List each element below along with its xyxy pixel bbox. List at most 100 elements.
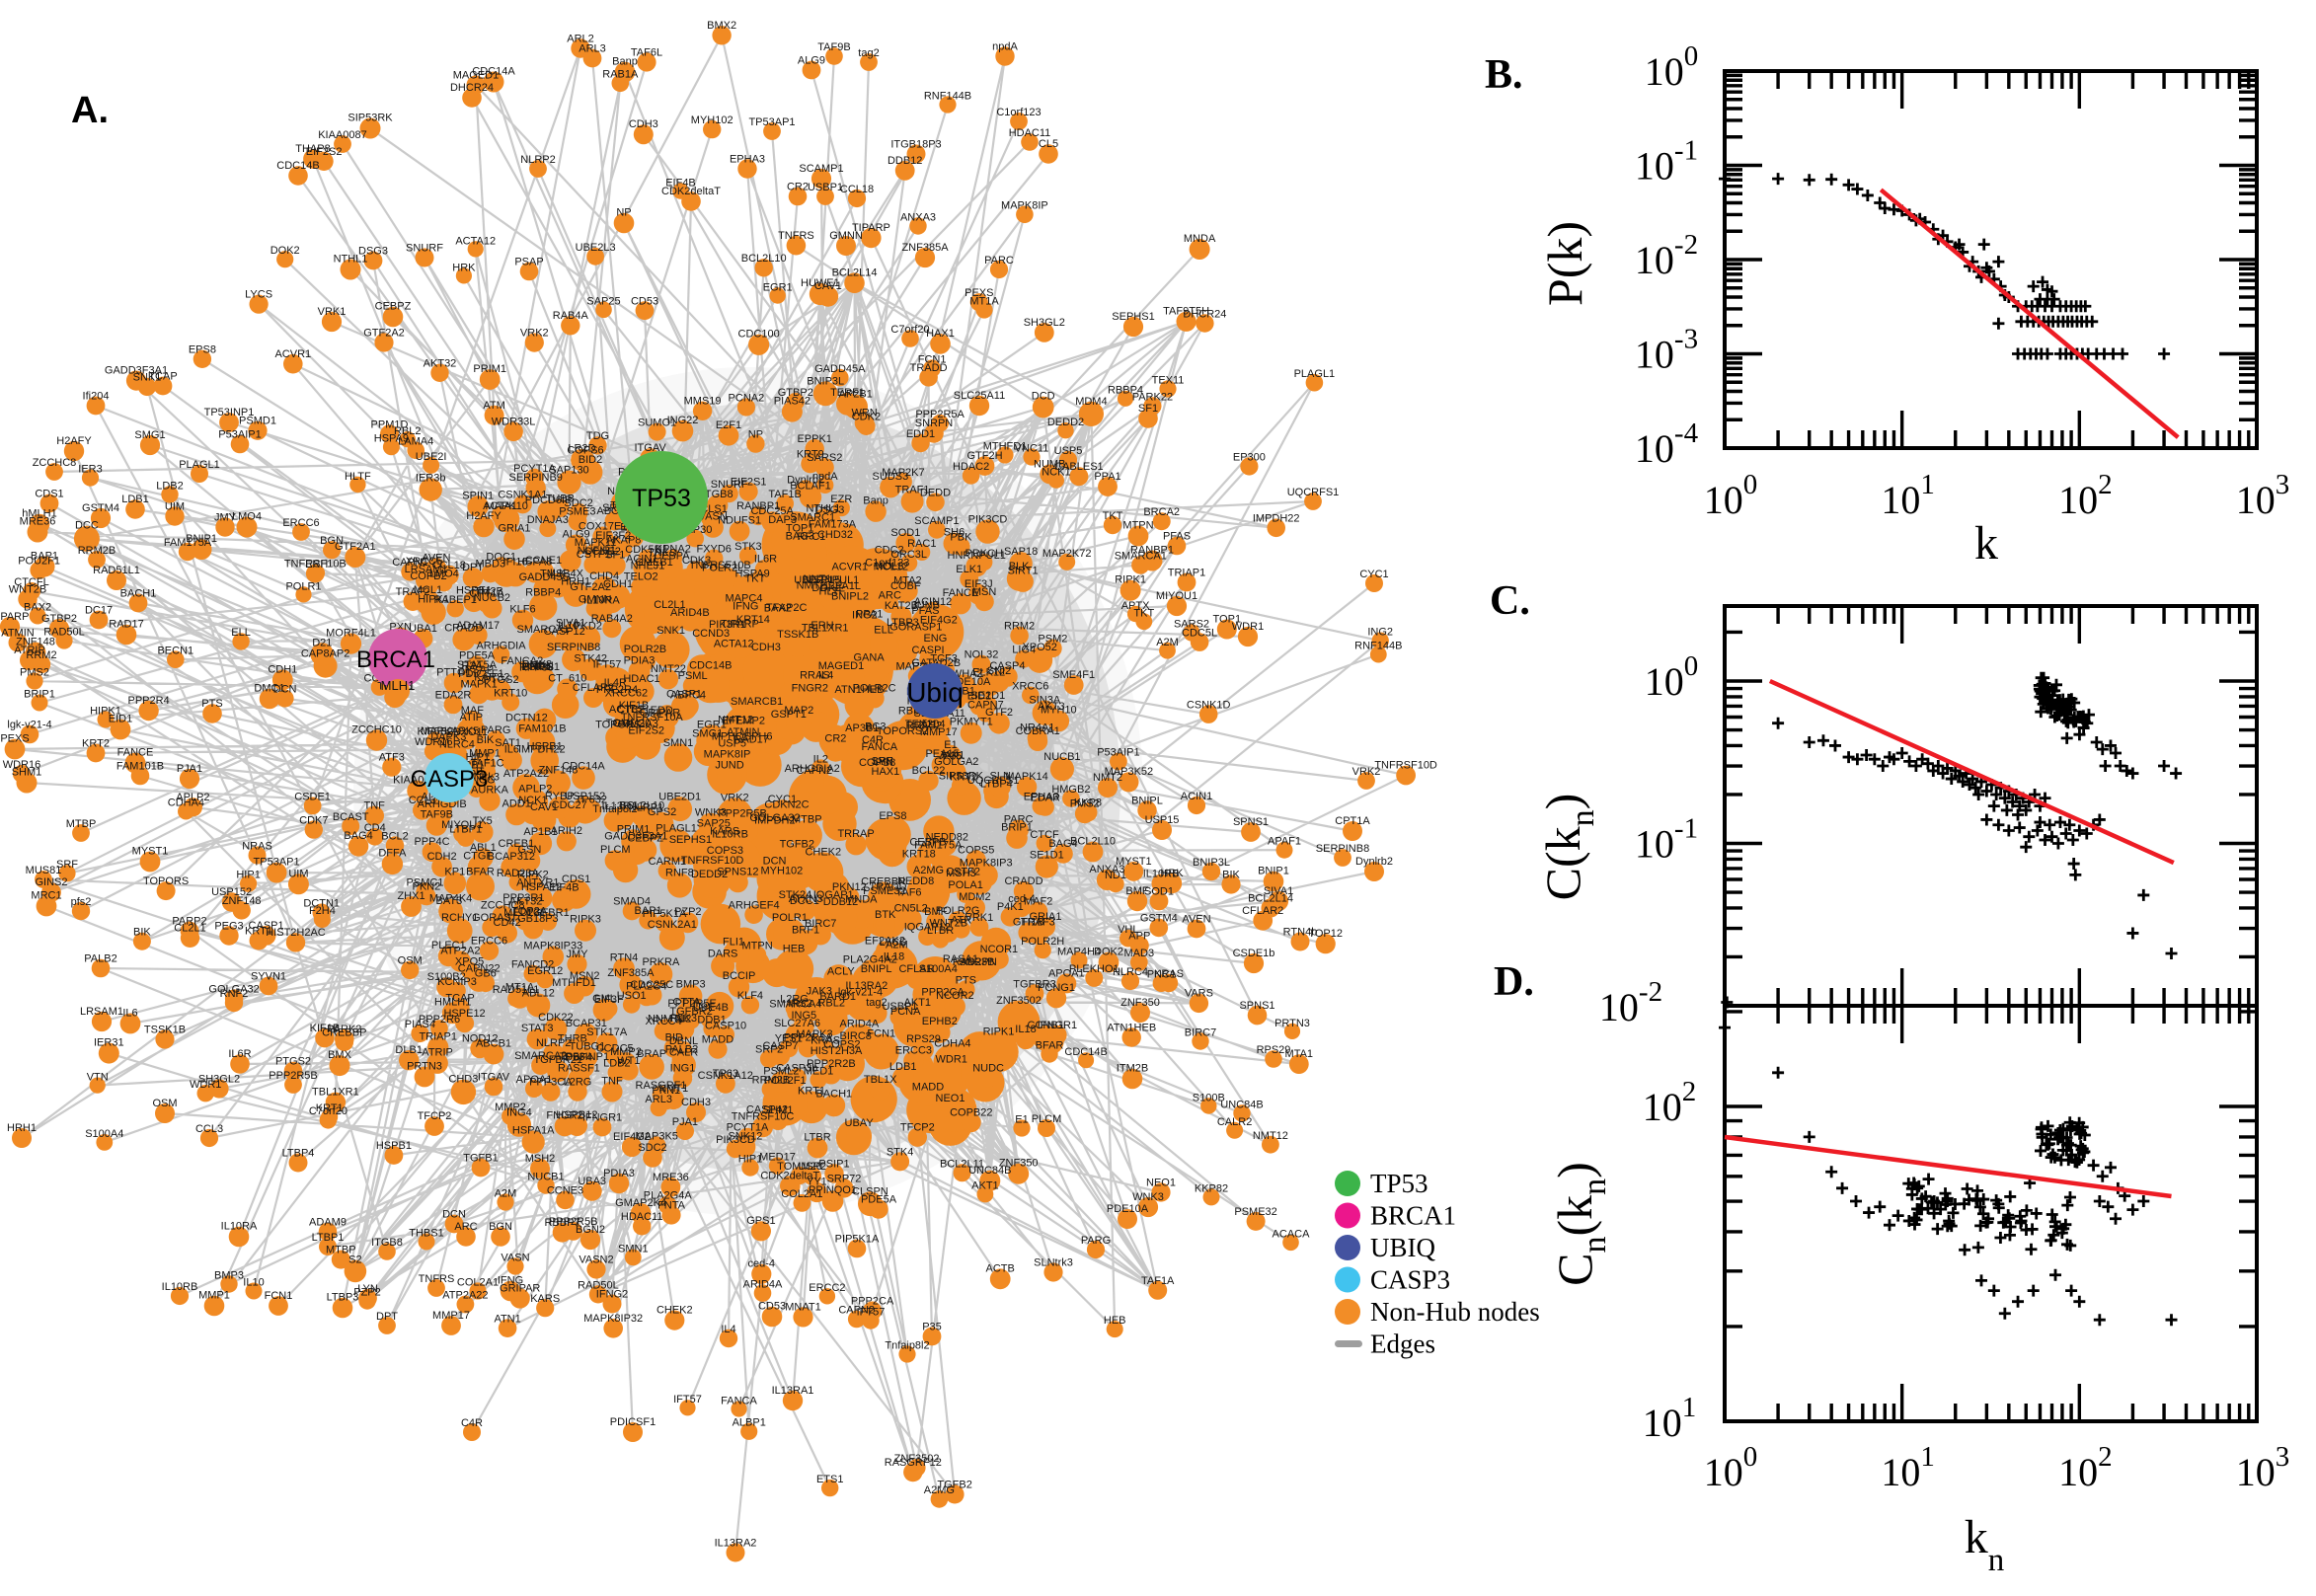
svg-text:FANCA: FANCA: [721, 1395, 757, 1406]
svg-text:TNFRSF10B: TNFRSF10B: [284, 559, 347, 570]
svg-text:PDIA3: PDIA3: [603, 1168, 635, 1179]
svg-text:EP300: EP300: [1233, 451, 1266, 463]
svg-text:WDR1: WDR1: [1232, 621, 1264, 633]
svg-text:TFAP2C: TFAP2C: [766, 602, 808, 614]
svg-text:ARID4B: ARID4B: [670, 607, 710, 619]
svg-text:DHCR24: DHCR24: [1183, 308, 1226, 320]
svg-text:ATP2A22: ATP2A22: [442, 1290, 488, 1302]
svg-text:BACH1: BACH1: [815, 1089, 852, 1101]
svg-text:SH3GL2: SH3GL2: [1024, 317, 1065, 329]
svg-text:A2MG: A2MG: [913, 865, 944, 876]
svg-text:ING5: ING5: [791, 1010, 816, 1022]
svg-text:IFNG: IFNG: [733, 601, 758, 613]
svg-text:RNF8: RNF8: [665, 867, 694, 878]
svg-text:PCYT1A: PCYT1A: [727, 1122, 769, 1134]
svg-text:ZCCHC10: ZCCHC10: [351, 723, 402, 735]
svg-text:PKN12: PKN12: [832, 881, 867, 893]
svg-text:Non-Hub nodes: Non-Hub nodes: [1370, 1297, 1540, 1327]
svg-text:BIRC7: BIRC7: [805, 918, 836, 930]
svg-text:DCTN12: DCTN12: [505, 713, 548, 724]
svg-text:NCK1: NCK1: [1042, 467, 1070, 479]
svg-text:S100B2: S100B2: [427, 971, 466, 983]
svg-text:CDC14A: CDC14A: [562, 760, 605, 772]
svg-text:TCAP: TCAP: [148, 371, 177, 383]
svg-text:CREB1: CREB1: [499, 838, 535, 850]
svg-text:COX17E1: COX17E1: [579, 521, 628, 533]
svg-text:TP53: TP53: [632, 485, 691, 512]
svg-text:NUDC: NUDC: [972, 1063, 1004, 1075]
svg-text:SNRPN: SNRPN: [959, 956, 997, 968]
svg-text:KRAS: KRAS: [1154, 968, 1184, 980]
svg-text:BECN1: BECN1: [157, 645, 193, 656]
svg-text:SLNtrk3: SLNtrk3: [1034, 1256, 1073, 1268]
svg-text:ARL3: ARL3: [579, 43, 606, 55]
svg-text:HSPA1A: HSPA1A: [512, 1125, 555, 1137]
svg-text:MUS81: MUS81: [26, 865, 62, 876]
svg-text:COPS8: COPS8: [859, 757, 895, 769]
svg-text:PARP2: PARP2: [172, 916, 206, 928]
svg-text:SARS2: SARS2: [1174, 618, 1209, 630]
svg-text:TIPARP: TIPARP: [0, 611, 29, 623]
svg-text:ERCC2: ERCC2: [809, 1282, 845, 1294]
svg-text:LMO4: LMO4: [232, 511, 262, 523]
svg-text:ced-4: ced-4: [748, 1258, 776, 1270]
svg-text:NLRP2: NLRP2: [536, 1037, 571, 1049]
svg-text:CYC1: CYC1: [1359, 569, 1388, 580]
svg-text:BMX: BMX: [328, 1049, 352, 1061]
svg-text:PTS: PTS: [956, 974, 976, 986]
svg-text:CAV1: CAV1: [814, 280, 842, 292]
svg-text:COPB22: COPB22: [950, 1106, 992, 1118]
svg-text:MLH1: MLH1: [381, 678, 416, 693]
svg-text:KKP8: KKP8: [1074, 798, 1102, 809]
svg-text:IMPDH22: IMPDH22: [1253, 513, 1300, 525]
svg-text:PMS2: PMS2: [20, 666, 49, 678]
svg-text:CL5: CL5: [1039, 138, 1058, 150]
svg-text:SNURF: SNURF: [406, 243, 443, 255]
svg-text:ACTB: ACTB: [986, 1262, 1015, 1274]
svg-text:MT1A: MT1A: [505, 982, 535, 994]
svg-text:LDB2: LDB2: [156, 480, 184, 492]
svg-text:LDB1: LDB1: [889, 1061, 917, 1073]
svg-text:CDC100: CDC100: [738, 329, 780, 341]
svg-text:ARHGDIA: ARHGDIA: [476, 640, 526, 651]
svg-text:APOA1: APOA1: [516, 1074, 553, 1086]
svg-text:SYVN1: SYVN1: [251, 971, 286, 983]
svg-text:RAD51L1: RAD51L1: [93, 565, 140, 576]
svg-text:MADD: MADD: [702, 1034, 733, 1046]
svg-text:HRK: HRK: [452, 262, 476, 273]
svg-text:ZCCHC8: ZCCHC8: [33, 457, 77, 469]
svg-text:MT1A: MT1A: [969, 295, 999, 307]
svg-text:P35: P35: [943, 750, 963, 762]
svg-text:LTBR: LTBR: [804, 1132, 830, 1144]
svg-text:TRADD: TRADD: [910, 362, 948, 374]
svg-text:KIF1B: KIF1B: [310, 1023, 341, 1034]
svg-text:BGN: BGN: [489, 1221, 512, 1233]
svg-text:FXYD6: FXYD6: [696, 544, 731, 556]
svg-text:CSNK2A1: CSNK2A1: [648, 919, 697, 931]
svg-text:KARS: KARS: [710, 825, 739, 837]
svg-text:MTHFD1: MTHFD1: [552, 977, 596, 989]
svg-text:EID1: EID1: [967, 690, 991, 702]
svg-text:EGR12: EGR12: [527, 965, 563, 977]
svg-text:BRAP: BRAP: [637, 1048, 666, 1060]
svg-text:SF1: SF1: [1138, 403, 1158, 415]
svg-text:MAP2K72: MAP2K72: [1042, 548, 1092, 560]
svg-text:BAG4: BAG4: [344, 830, 372, 842]
svg-text:NLRP2: NLRP2: [520, 154, 555, 166]
svg-text:ARHGEF4: ARHGEF4: [729, 899, 780, 911]
svg-text:ATRIP: ATRIP: [422, 1046, 453, 1058]
svg-text:PIK3R1: PIK3R1: [709, 619, 746, 631]
svg-text:NEDD8: NEDD8: [897, 875, 934, 887]
svg-text:OSM: OSM: [398, 955, 423, 967]
svg-text:TP53: TP53: [1370, 1169, 1428, 1198]
svg-text:COPS6: COPS6: [567, 444, 603, 456]
svg-text:C.: C.: [1490, 578, 1530, 624]
svg-text:PIAS42: PIAS42: [774, 396, 811, 408]
svg-text:CASP3: CASP3: [1370, 1265, 1450, 1295]
svg-text:RAC1: RAC1: [907, 538, 936, 550]
svg-text:IFNGR1: IFNGR1: [1038, 1020, 1077, 1031]
svg-text:ACVR1: ACVR1: [274, 348, 311, 360]
svg-text:npdA: npdA: [812, 471, 838, 483]
svg-text:IL6: IL6: [122, 1008, 137, 1020]
svg-text:PTS: PTS: [201, 698, 222, 710]
